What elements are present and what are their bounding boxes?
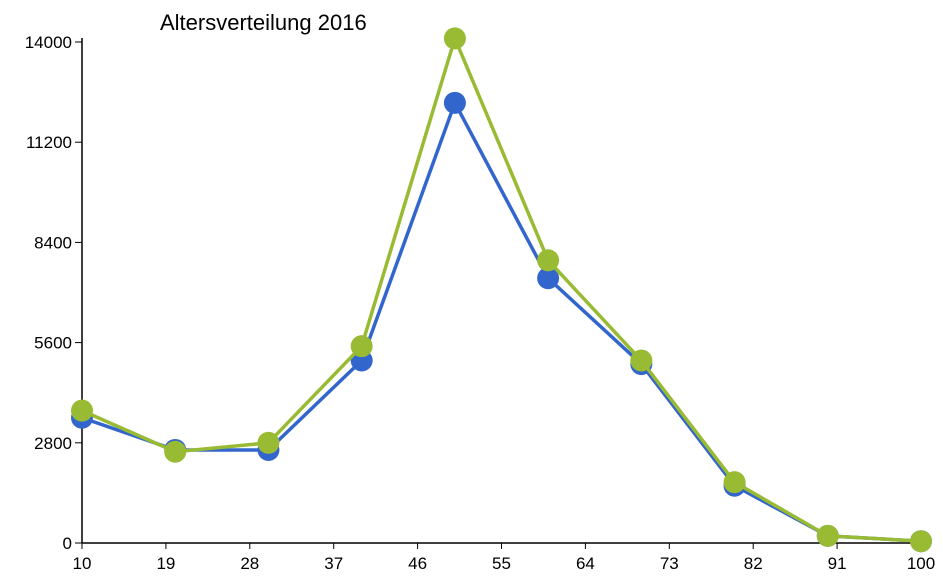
x-tick-label: 28 xyxy=(240,554,259,573)
data-point xyxy=(723,471,746,494)
series-line xyxy=(81,36,922,543)
y-tick-label: 0 xyxy=(63,534,72,553)
data-point xyxy=(630,349,653,372)
x-tick-label: 73 xyxy=(660,554,679,573)
data-point xyxy=(71,399,93,422)
y-tick-label: 11200 xyxy=(26,133,72,152)
data-point xyxy=(257,431,280,454)
data-point xyxy=(350,335,373,358)
y-tick-label: 5600 xyxy=(34,334,72,353)
chart-title: Altersverteilung 2016 xyxy=(160,10,367,35)
x-tick-label: 37 xyxy=(324,554,343,573)
chart-axes: 0 2800 5600 8400 11200 14000 10 19 28 37 46 55 64 73 8… xyxy=(25,33,935,573)
data-point xyxy=(537,267,560,290)
series-1 xyxy=(71,91,932,553)
series-line xyxy=(81,101,922,543)
x-tick-label: 19 xyxy=(156,554,175,573)
x-tick-label: 91 xyxy=(828,554,847,573)
data-point xyxy=(164,440,187,463)
data-point xyxy=(443,91,466,114)
data-point xyxy=(537,249,560,272)
y-tick-label: 14000 xyxy=(25,33,72,52)
data-point xyxy=(816,524,839,547)
y-tick-label: 8400 xyxy=(34,233,72,252)
data-point xyxy=(910,530,932,553)
series-2 xyxy=(71,27,932,553)
x-tick-label: 55 xyxy=(492,554,511,573)
data-point xyxy=(443,27,466,50)
x-tick-label: 100 xyxy=(907,554,935,573)
x-tick-label: 46 xyxy=(408,554,427,573)
x-tick-label: 64 xyxy=(576,554,595,573)
x-tick-label: 10 xyxy=(73,554,92,573)
x-tick-label: 82 xyxy=(744,554,763,573)
series-layer xyxy=(71,27,932,553)
y-tick-label: 2800 xyxy=(34,434,72,453)
